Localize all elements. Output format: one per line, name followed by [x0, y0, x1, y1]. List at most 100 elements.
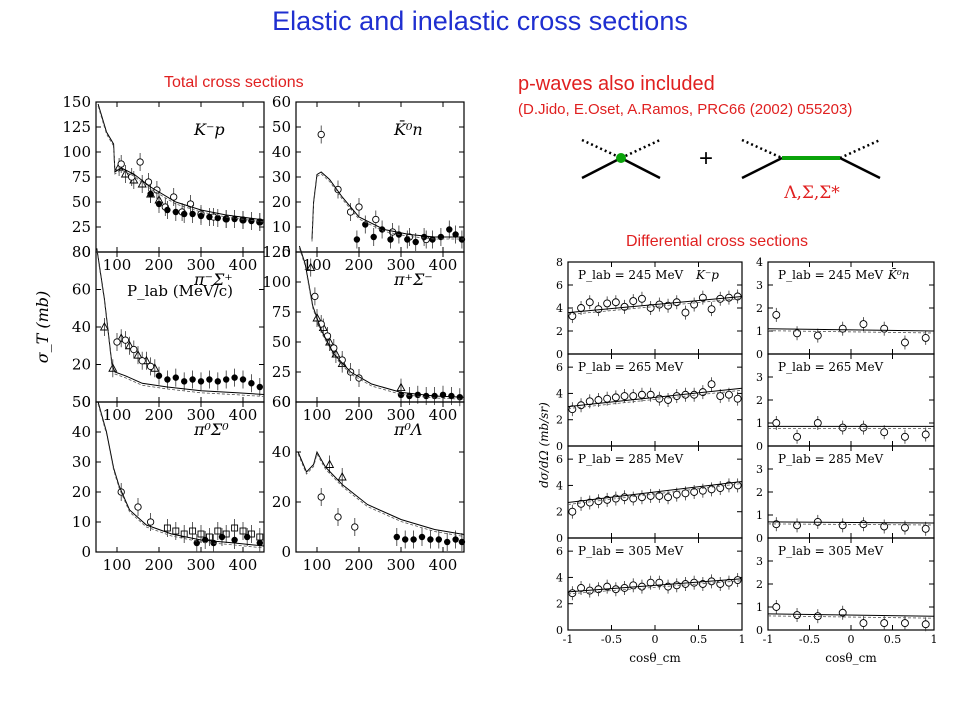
data-point-circle [901, 619, 909, 628]
chart-panel-2: 0 10 20 30 40 50 60 100 200 300 400 K̄⁰n [272, 93, 466, 274]
data-point-circle [611, 298, 620, 307]
y-tick-label: 0 [281, 393, 291, 411]
y-tick-label: 2 [756, 578, 763, 591]
x-tick-label: 300 [187, 406, 216, 424]
x-tick-label: -0.5 [799, 633, 820, 646]
y-tick-label: 20 [272, 193, 291, 211]
reaction-label: K̄⁰n [887, 267, 910, 282]
data-point-circle [317, 493, 325, 501]
chart-panel-11: 0 2 4 6 P_lab = 285 MeV [556, 445, 743, 545]
data-point-filled [172, 374, 179, 381]
x-tick-label: 100 [303, 406, 332, 424]
data-point-filled [404, 236, 411, 243]
y-tick-label: 40 [72, 318, 91, 336]
y-tick-label: 25 [72, 218, 91, 236]
y-tick-label: 10 [272, 218, 291, 236]
data-point-filled [420, 233, 428, 241]
data-point-circle [707, 380, 716, 389]
x-tick-label: 200 [145, 556, 174, 574]
y-tick-label: 10 [72, 513, 91, 531]
x-tick-label: 0 [848, 633, 855, 646]
reaction-label: K⁻p [695, 268, 719, 282]
y-tick-label: 4 [756, 256, 763, 269]
data-point-filled [231, 536, 238, 544]
data-point-filled [239, 376, 247, 383]
data-point-circle [772, 419, 781, 427]
data-point-filled [231, 215, 238, 223]
y-tick-label: 100 [62, 143, 91, 161]
data-point-circle [372, 215, 380, 224]
y-tick-label: 3 [756, 371, 763, 384]
panel-frame [95, 251, 265, 403]
data-point-circle [146, 518, 155, 526]
data-point-circle [121, 336, 130, 344]
data-point-filled [248, 380, 255, 387]
data-point-filled [155, 372, 163, 379]
data-point-filled [231, 374, 238, 381]
y-tick-label: 50 [272, 118, 291, 136]
data-point-filled [147, 190, 154, 198]
data-point-circle [351, 523, 359, 531]
data-point-filled [193, 539, 200, 547]
data-point-circle [813, 419, 822, 427]
data-point-circle [707, 305, 716, 314]
reaction-label: π⁰Σ⁰ [193, 420, 229, 439]
data-point-square [163, 524, 171, 532]
y-tick-label: 30 [272, 168, 291, 186]
data-point-square [222, 530, 230, 538]
theory-curve-dashed [97, 105, 265, 223]
data-point-circle [629, 581, 638, 590]
y-tick-label: 40 [272, 143, 291, 161]
data-point-triangle [325, 459, 335, 468]
data-point-filled [248, 217, 255, 225]
data-point-filled [446, 226, 453, 233]
data-point-circle [716, 392, 725, 401]
theory-curve [767, 613, 935, 617]
x-tick-label: 400 [429, 406, 458, 424]
data-point-circle [334, 513, 342, 521]
theory-curve [567, 296, 743, 314]
x-tick-label: 400 [229, 256, 258, 274]
data-point-filled [256, 539, 263, 547]
data-point-circle [690, 488, 699, 496]
data-point-circle [725, 390, 733, 399]
baryon-in-line-2 [741, 156, 783, 180]
data-point-filled [353, 236, 361, 243]
data-point-triangle [337, 472, 347, 481]
data-point-filled [197, 378, 205, 385]
y-tick-label: 0 [756, 440, 763, 453]
data-point-circle [793, 432, 801, 441]
reaction-label: K⁻p [193, 120, 225, 139]
y-tick-label: 25 [272, 363, 291, 381]
y-tick-label: 0 [281, 543, 291, 561]
data-point-circle [134, 503, 142, 511]
data-point-filled [239, 216, 247, 224]
theory-curve-dashed [97, 403, 265, 549]
data-point-circle [311, 292, 319, 301]
theory-curve [97, 103, 265, 221]
y-tick-label: 0 [756, 348, 763, 361]
chart-panel-9: 0 2 4 6 P_lab = 265 MeV [556, 353, 743, 453]
data-point-triangle [125, 340, 135, 350]
data-point-filled [458, 538, 466, 546]
data-point-circle [772, 603, 781, 611]
data-point-circle [138, 357, 146, 365]
data-point-circle [880, 324, 889, 333]
reaction-label: K̄⁰n [393, 118, 423, 139]
momentum-label: P_lab = 265 MeV [578, 360, 684, 374]
data-point-circle [664, 396, 672, 404]
data-point-filled [206, 376, 213, 383]
x-tick-label: 100 [103, 556, 132, 574]
data-point-circle [793, 611, 801, 619]
plus-sign: + [699, 145, 713, 172]
data-point-circle [638, 493, 646, 502]
data-point-filled [164, 206, 171, 214]
data-point-filled [423, 392, 430, 400]
data-point-filled [256, 218, 263, 226]
chart-panel-13: 0 2 4 6 -1 -0.5 0 0.5 1 cosθ_cm P_lab = 305 MeV [556, 537, 746, 665]
y-tick-label: 6 [556, 545, 563, 558]
